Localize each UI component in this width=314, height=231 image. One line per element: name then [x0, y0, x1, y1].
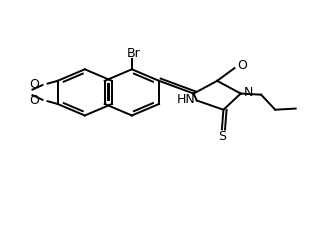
Text: N: N	[244, 86, 253, 99]
Text: O: O	[29, 78, 39, 91]
Text: S: S	[218, 130, 226, 143]
Text: O: O	[29, 94, 39, 107]
Text: Br: Br	[127, 47, 140, 60]
Text: HN: HN	[176, 93, 195, 106]
Text: O: O	[237, 59, 247, 72]
